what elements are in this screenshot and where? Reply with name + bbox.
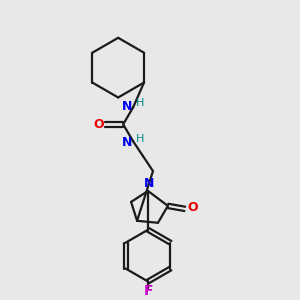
Text: H: H [136,98,144,108]
Text: O: O [93,118,104,131]
Text: N: N [122,100,132,113]
Text: H: H [136,134,144,144]
Text: O: O [188,201,198,214]
Text: N: N [122,136,132,149]
Text: F: F [143,284,153,298]
Text: N: N [144,177,154,190]
